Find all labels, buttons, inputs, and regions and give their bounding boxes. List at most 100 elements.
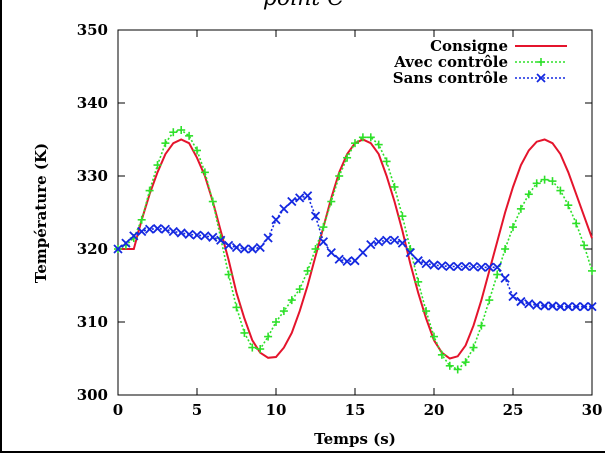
x-tick-label: 25 (503, 401, 524, 419)
x-tick-label: 5 (192, 401, 202, 419)
data-point-sans-contr-le (287, 196, 297, 207)
data-point-avec-contr-le (366, 133, 375, 142)
data-point-avec-contr-le (208, 197, 217, 206)
data-point-sans-contr-le (160, 224, 171, 234)
data-point-sans-contr-le (389, 235, 400, 245)
y-tick-label: 300 (77, 386, 108, 404)
data-point-sans-contr-le (453, 261, 463, 272)
data-point-sans-contr-le (579, 302, 589, 312)
data-point-avec-contr-le (532, 179, 541, 188)
data-point-avec-contr-le (580, 241, 589, 250)
x-tick-label: 30 (582, 401, 603, 419)
data-point-avec-contr-le (311, 245, 320, 253)
data-point-sans-contr-le (326, 248, 336, 258)
data-point-avec-contr-le (351, 139, 359, 148)
data-point-sans-contr-le (350, 256, 360, 266)
y-tick-label: 320 (77, 240, 108, 258)
y-tick-label: 310 (77, 313, 108, 331)
data-point-avec-contr-le (200, 168, 209, 177)
data-point-avec-contr-le (485, 296, 494, 305)
x-tick-label: 20 (424, 401, 445, 419)
data-point-avec-contr-le (264, 332, 273, 341)
data-point-avec-contr-le (145, 186, 154, 195)
y-axis-label: Température (K) (32, 143, 50, 283)
data-point-avec-contr-le (469, 343, 478, 352)
data-point-avec-contr-le (445, 361, 454, 370)
data-point-sans-contr-le (539, 301, 550, 311)
data-point-sans-contr-le (310, 211, 321, 221)
y-tick-label: 340 (77, 94, 108, 112)
data-point-avec-contr-le (327, 197, 336, 206)
data-point-sans-contr-le (547, 301, 558, 311)
data-point-sans-contr-le (405, 248, 415, 258)
x-axis-label: Temps (s) (314, 430, 396, 448)
legend-marker-avec-contr-le (537, 58, 545, 66)
data-point-sans-contr-le (476, 262, 487, 272)
data-point-sans-contr-le (121, 238, 131, 248)
data-point-sans-contr-le (216, 235, 226, 245)
data-point-sans-contr-le (334, 254, 344, 264)
data-point-avec-contr-le (137, 215, 146, 224)
data-point-sans-contr-le (200, 231, 210, 241)
data-point-avec-contr-le (153, 161, 162, 170)
data-point-avec-contr-le (374, 140, 383, 149)
data-point-avec-contr-le (232, 303, 241, 312)
data-point-sans-contr-le (516, 296, 526, 307)
data-point-sans-contr-le (184, 229, 194, 240)
data-point-sans-contr-le (532, 300, 542, 310)
data-point-sans-contr-le (295, 193, 305, 203)
data-point-sans-contr-le (342, 256, 352, 267)
data-point-sans-contr-le (129, 231, 139, 241)
data-point-sans-contr-le (555, 302, 566, 312)
data-point-avec-contr-le (588, 266, 596, 275)
data-point-avec-contr-le (279, 307, 288, 316)
data-point-avec-contr-le (509, 223, 517, 232)
data-point-avec-contr-le (516, 204, 525, 213)
legend-label-sans-contr-le: Sans contrôle (393, 69, 508, 87)
data-point-sans-contr-le (231, 242, 242, 253)
data-point-avec-contr-le (493, 270, 502, 279)
data-point-avec-contr-le (319, 223, 328, 232)
y-tick-label: 350 (77, 21, 108, 39)
data-point-avec-contr-le (524, 190, 533, 199)
data-point-sans-contr-le (500, 273, 510, 283)
data-point-sans-contr-le (397, 238, 408, 248)
data-point-sans-contr-le (524, 299, 534, 309)
data-point-sans-contr-le (263, 233, 273, 243)
data-point-avec-contr-le (540, 175, 549, 184)
data-point-sans-contr-le (421, 258, 431, 269)
data-point-sans-contr-le (374, 237, 384, 247)
data-point-avec-contr-le (240, 328, 249, 337)
data-point-avec-contr-le (437, 350, 446, 359)
data-point-sans-contr-le (468, 261, 479, 272)
data-point-avec-contr-le (556, 186, 565, 195)
legend-label-avec-contr-le: Avec contrôle (393, 53, 508, 71)
data-point-avec-contr-le (398, 212, 407, 221)
data-point-sans-contr-le (279, 204, 289, 214)
data-point-avec-contr-le (256, 345, 265, 354)
data-point-sans-contr-le (492, 262, 502, 272)
axis-ticks: 0 5 10 15 20 25 30 300 310 320 330 340 350 (77, 21, 603, 419)
data-point-sans-contr-le (255, 242, 265, 253)
data-point-sans-contr-le (192, 230, 202, 240)
data-point-sans-contr-le (247, 244, 257, 254)
data-point-avec-contr-le (430, 332, 438, 341)
data-point-sans-contr-le (113, 244, 123, 254)
data-point-avec-contr-le (248, 343, 257, 352)
data-point-sans-contr-le (413, 256, 423, 266)
data-point-avec-contr-le (193, 146, 201, 155)
data-point-sans-contr-le (484, 262, 494, 272)
data-point-avec-contr-le (548, 177, 557, 186)
data-point-sans-contr-le (168, 226, 178, 237)
data-point-sans-contr-le (460, 261, 471, 272)
data-point-avec-contr-le (303, 266, 312, 275)
data-point-sans-contr-le (587, 302, 597, 312)
data-point-sans-contr-le (437, 261, 447, 271)
data-point-sans-contr-le (144, 224, 155, 234)
data-point-sans-contr-le (137, 226, 147, 237)
data-point-sans-contr-le (366, 239, 376, 250)
data-point-avec-contr-le (501, 245, 510, 253)
x-tick-label: 15 (345, 401, 366, 419)
